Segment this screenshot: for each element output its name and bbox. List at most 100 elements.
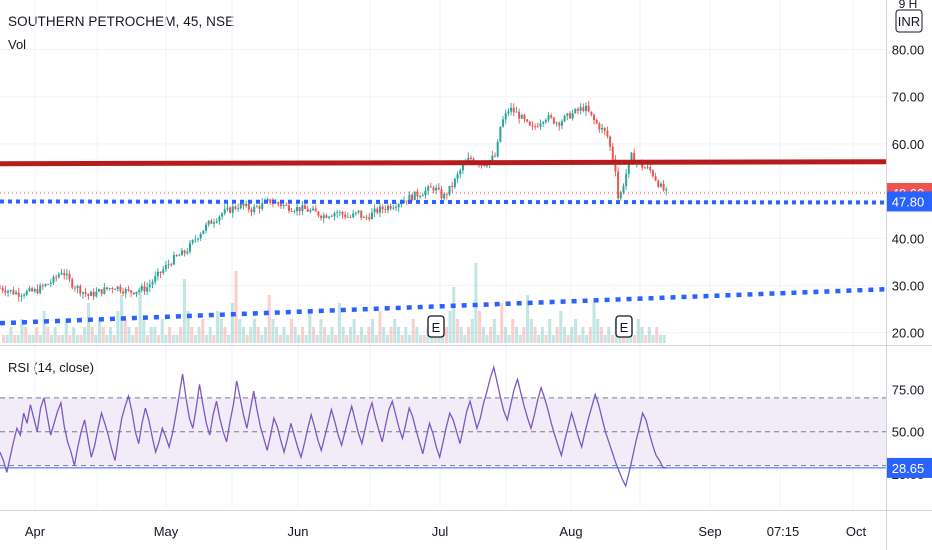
- volume-bar: [503, 327, 507, 343]
- time-tick-label[interactable]: Oct: [846, 524, 867, 539]
- time-tick-label[interactable]: Aug: [559, 524, 582, 539]
- candle-body: [312, 208, 315, 211]
- candle-body: [188, 243, 191, 252]
- time-tick-label[interactable]: 07:15: [767, 524, 800, 539]
- candle-body: [469, 157, 472, 159]
- volume-bar: [160, 319, 164, 343]
- volume-bar: [72, 327, 76, 343]
- volume-bar: [238, 319, 242, 343]
- candle-body: [41, 285, 44, 287]
- candle-body: [132, 292, 135, 295]
- candle-body: [587, 105, 590, 112]
- candle-body: [619, 192, 622, 199]
- candle-body: [119, 286, 122, 292]
- volume-bar: [2, 335, 6, 343]
- candle-body: [63, 272, 66, 276]
- volume-bar: [234, 271, 238, 343]
- symbol-legend[interactable]: SOUTHERN PETROCHEM, 45, NSE: [8, 14, 235, 29]
- volume-bar: [345, 335, 349, 343]
- candle-body: [598, 123, 601, 130]
- volume-bar: [31, 335, 35, 343]
- candle-body: [186, 251, 189, 254]
- volume-bar: [212, 335, 216, 343]
- price-axis[interactable]: 20.00 30.00 40.00 50.00 60.00 70.00 80.00 9 H IN…: [892, 0, 925, 482]
- candle-body: [194, 239, 197, 241]
- candle-body: [23, 294, 26, 296]
- candle-body: [357, 210, 360, 213]
- volume-bar: [171, 335, 175, 343]
- candle-body: [419, 196, 422, 197]
- volume-bar: [470, 319, 474, 343]
- candle-body: [346, 216, 349, 218]
- volume-bar: [35, 327, 39, 343]
- volume-bar: [640, 327, 644, 343]
- volume-bar: [101, 327, 105, 343]
- currency-button-frame[interactable]: [895, 9, 923, 33]
- volume-bar: [385, 335, 389, 343]
- candle-body: [429, 186, 432, 188]
- candle-body: [378, 206, 381, 213]
- candle-body: [381, 206, 384, 210]
- candle-body: [502, 119, 505, 127]
- candle-body: [566, 113, 569, 116]
- candle-body: [480, 165, 483, 167]
- volume-bar: [540, 327, 544, 343]
- candle-body: [306, 208, 309, 212]
- volume-bar: [116, 311, 120, 343]
- candle-body: [57, 274, 60, 278]
- candle-body: [413, 191, 416, 201]
- candle-body: [531, 125, 534, 127]
- candle-body: [354, 212, 357, 214]
- candle-body: [183, 250, 186, 254]
- candle-body: [386, 205, 389, 211]
- candle-body: [518, 111, 521, 119]
- volume-bar: [245, 335, 249, 343]
- candle-body: [221, 213, 224, 217]
- earnings-marker-aug[interactable]: [615, 315, 633, 338]
- candle-body: [255, 206, 258, 208]
- candle-body: [453, 178, 456, 188]
- candle-body: [191, 240, 194, 244]
- time-tick-label[interactable]: Apr: [25, 524, 46, 539]
- volume-bar: [326, 335, 330, 343]
- volume-bar: [275, 327, 279, 343]
- time-axis[interactable]: Apr May Jun Jul Aug Sep 07:15 Oct: [25, 524, 867, 539]
- volume-bar: [367, 327, 371, 343]
- trend-dotted-line[interactable]: [0, 286, 887, 326]
- candle-body: [279, 204, 282, 207]
- support-dotted-line[interactable]: [0, 199, 887, 205]
- time-tick-label[interactable]: Jun: [288, 524, 309, 539]
- price-tick-label: 60.00: [892, 137, 925, 152]
- candle-body: [122, 291, 125, 294]
- candle-body: [662, 183, 665, 191]
- volume-bar: [459, 327, 463, 343]
- candle-body: [411, 194, 414, 201]
- volume-bar: [348, 327, 352, 343]
- candle-body: [349, 216, 352, 218]
- volume-legend[interactable]: Vol: [8, 37, 27, 52]
- horizontal-resistance-line[interactable]: [0, 159, 887, 167]
- candle-body: [542, 121, 545, 124]
- candle-body: [651, 170, 654, 177]
- earnings-marker-jul[interactable]: [427, 315, 445, 338]
- volume-bar: [230, 303, 234, 343]
- candle-body: [384, 209, 387, 211]
- time-tick-label[interactable]: May: [154, 524, 179, 539]
- volume-bar: [153, 327, 157, 343]
- candle-body: [659, 183, 662, 187]
- rsi-legend[interactable]: RSI (14, close): [8, 360, 94, 375]
- candle-body: [563, 115, 566, 122]
- volume-bar: [216, 311, 220, 343]
- candle-body: [98, 289, 101, 292]
- volume-bar: [411, 319, 415, 343]
- candle-body: [654, 176, 657, 181]
- candle-body: [0, 287, 1, 289]
- candle-body: [568, 113, 571, 119]
- time-tick-label[interactable]: Sep: [698, 524, 721, 539]
- time-tick-label[interactable]: Jul: [432, 524, 449, 539]
- currency-button[interactable]: INR: [898, 14, 920, 29]
- volume-bar: [293, 327, 297, 343]
